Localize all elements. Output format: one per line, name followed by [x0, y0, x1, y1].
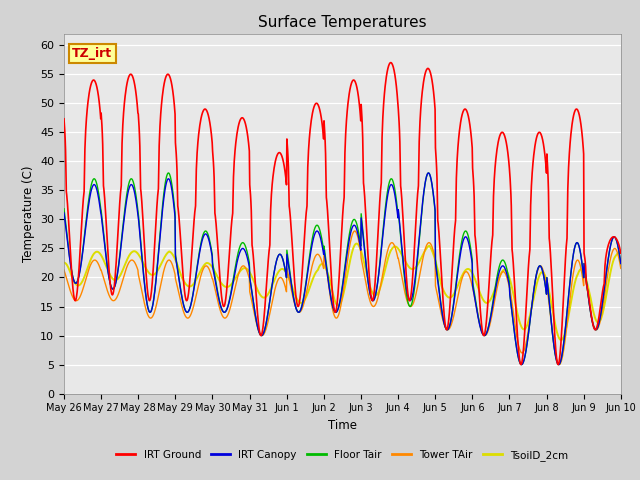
Text: TZ_irt: TZ_irt [72, 47, 113, 60]
Title: Surface Temperatures: Surface Temperatures [258, 15, 427, 30]
Legend: IRT Ground, IRT Canopy, Floor Tair, Tower TAir, TsoilD_2cm: IRT Ground, IRT Canopy, Floor Tair, Towe… [112, 445, 573, 465]
Y-axis label: Temperature (C): Temperature (C) [22, 165, 35, 262]
X-axis label: Time: Time [328, 419, 357, 432]
